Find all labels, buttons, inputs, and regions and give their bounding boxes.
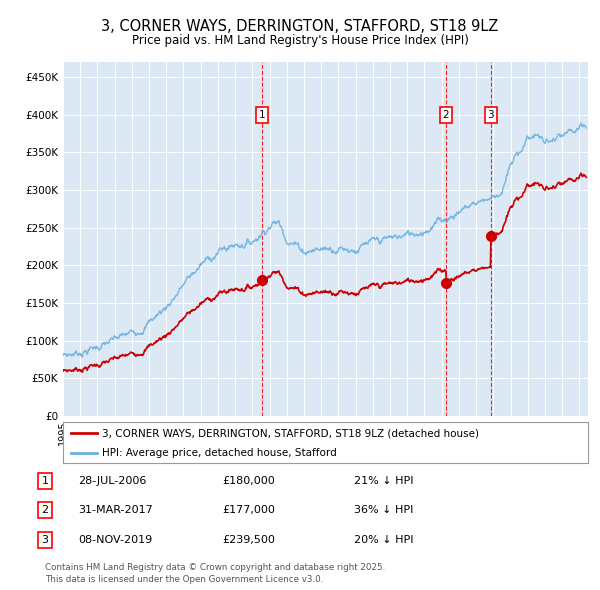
Text: 3: 3 (41, 535, 49, 545)
Text: 1: 1 (41, 476, 49, 486)
Text: 21% ↓ HPI: 21% ↓ HPI (354, 476, 413, 486)
Text: 2: 2 (443, 110, 449, 120)
Text: Price paid vs. HM Land Registry's House Price Index (HPI): Price paid vs. HM Land Registry's House … (131, 34, 469, 47)
Text: 20% ↓ HPI: 20% ↓ HPI (354, 535, 413, 545)
Text: 3, CORNER WAYS, DERRINGTON, STAFFORD, ST18 9LZ: 3, CORNER WAYS, DERRINGTON, STAFFORD, ST… (101, 19, 499, 34)
Text: £239,500: £239,500 (222, 535, 275, 545)
Text: Contains HM Land Registry data © Crown copyright and database right 2025.
This d: Contains HM Land Registry data © Crown c… (45, 563, 385, 584)
Text: 1: 1 (259, 110, 265, 120)
Text: 3, CORNER WAYS, DERRINGTON, STAFFORD, ST18 9LZ (detached house): 3, CORNER WAYS, DERRINGTON, STAFFORD, ST… (103, 428, 479, 438)
Text: 28-JUL-2006: 28-JUL-2006 (78, 476, 146, 486)
Text: 36% ↓ HPI: 36% ↓ HPI (354, 506, 413, 515)
Text: 08-NOV-2019: 08-NOV-2019 (78, 535, 152, 545)
Text: 31-MAR-2017: 31-MAR-2017 (78, 506, 153, 515)
Text: £180,000: £180,000 (222, 476, 275, 486)
Text: 2: 2 (41, 506, 49, 515)
Text: 3: 3 (487, 110, 494, 120)
Text: HPI: Average price, detached house, Stafford: HPI: Average price, detached house, Staf… (103, 448, 337, 458)
Text: £177,000: £177,000 (222, 506, 275, 515)
